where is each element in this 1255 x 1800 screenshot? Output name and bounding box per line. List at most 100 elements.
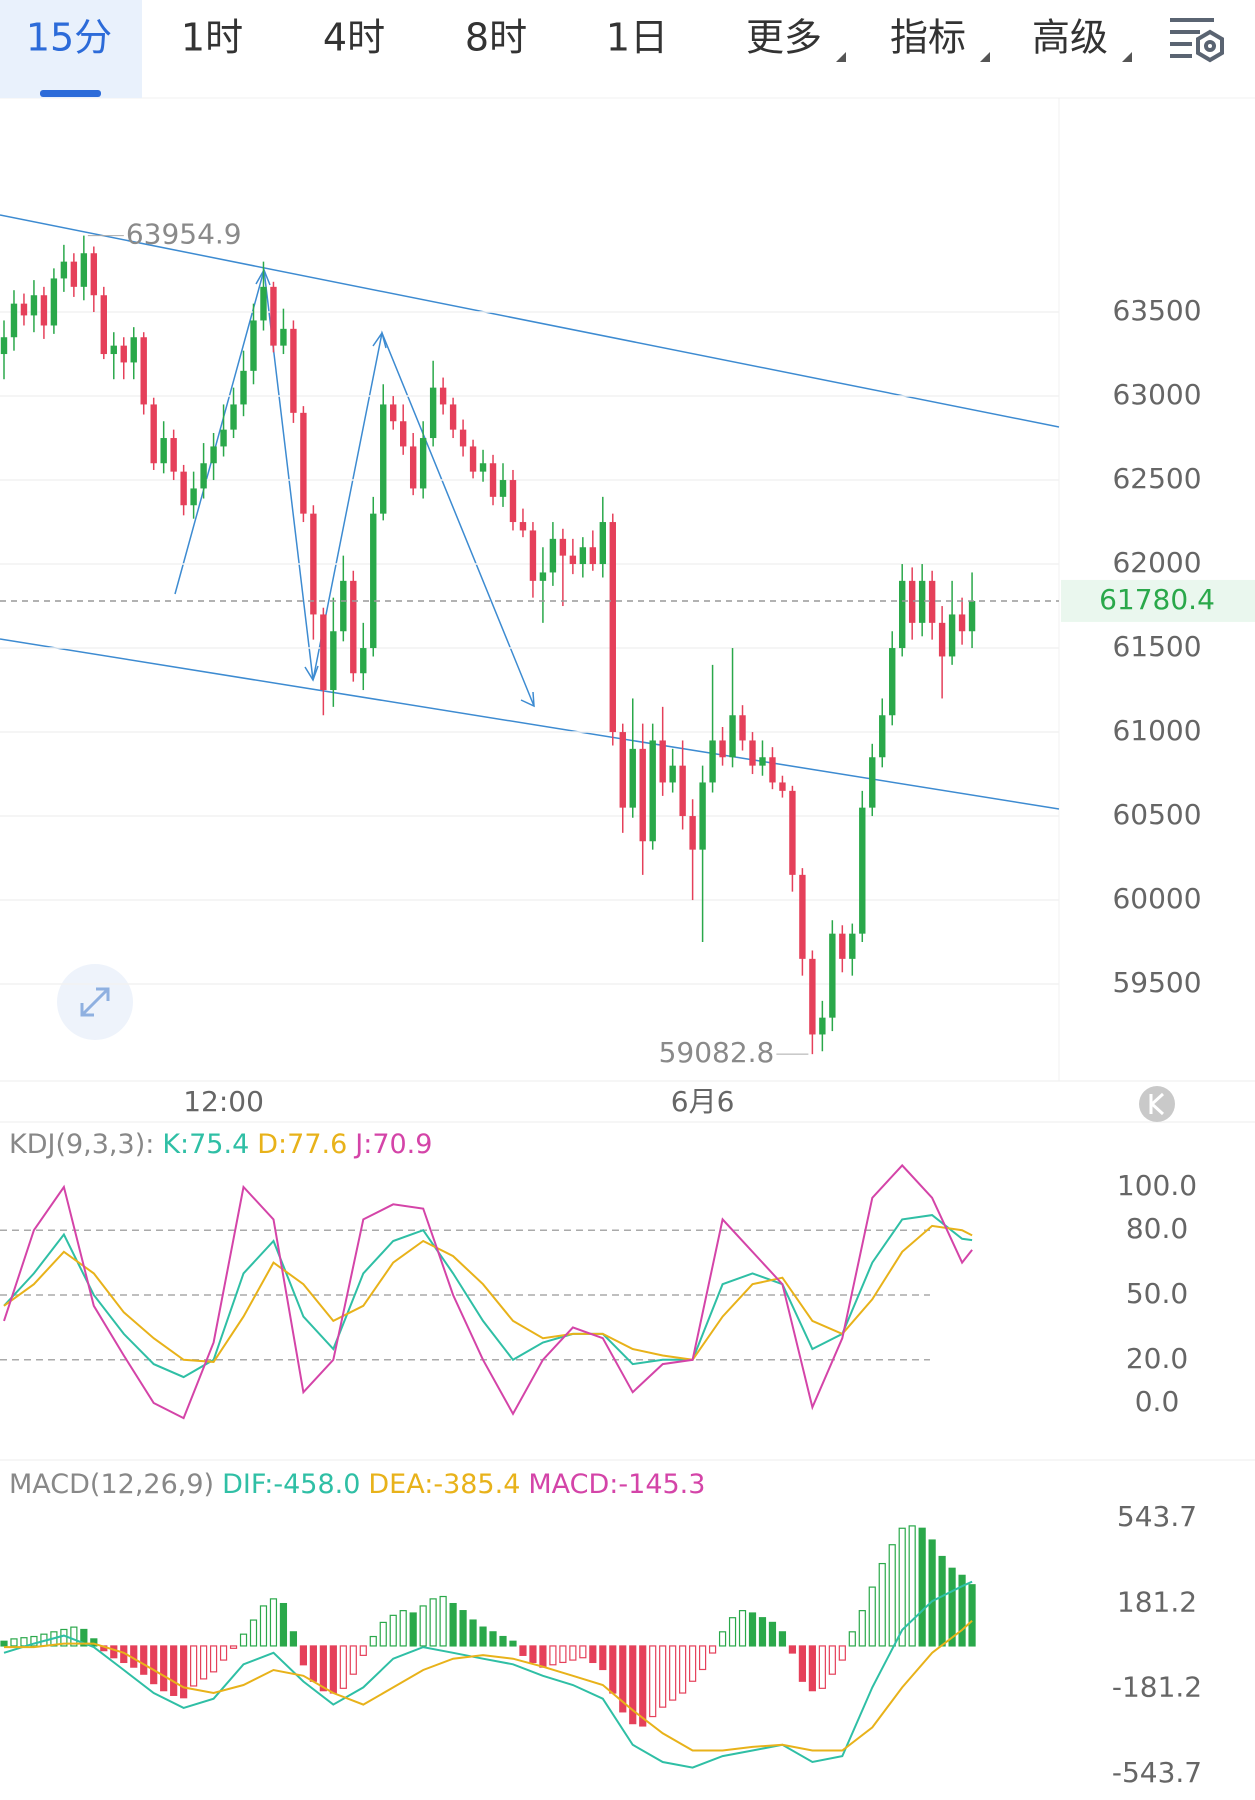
macd-bar [888,1544,896,1647]
macd-bar [519,1645,527,1656]
tab[interactable]: 1日 [606,16,668,60]
tab[interactable]: 15分 [0,0,142,98]
macd-bar [758,1617,767,1647]
candle-body [10,303,18,338]
tab-label: 1日 [606,16,668,60]
settings-button[interactable] [1170,18,1224,63]
candle-body [100,295,107,355]
macd-bar [898,1527,906,1647]
macd-bar [239,1633,248,1647]
macd-bar [489,1631,497,1647]
y-tick-label: 20.0 [1126,1342,1188,1375]
macd-bar [419,1605,427,1647]
candle-body [380,404,387,514]
macd-bar [140,1645,148,1675]
tab[interactable]: 高级 [1032,16,1132,63]
candle-body [290,328,297,413]
candle-body [150,404,157,464]
y-tick-label: 61500 [1112,630,1201,663]
k-glyph [1149,1092,1165,1116]
macd-bar [728,1617,737,1647]
candle-body [340,580,347,632]
k-button[interactable] [1139,1086,1175,1122]
dropdown-caret [980,52,990,62]
macd-bar [409,1612,417,1647]
candle-body [519,522,527,531]
candle-body [749,740,756,766]
x-tick-label: 12:00 [183,1085,264,1118]
y-tick-label: 62500 [1112,462,1201,495]
k-bg[interactable] [1139,1086,1175,1122]
macd-bar [289,1631,298,1647]
candle-body [599,522,606,565]
y-tick-label: 100.0 [1117,1169,1197,1202]
macd-bar [479,1626,487,1647]
candle-body [250,320,257,371]
candle-body [80,253,88,287]
macd-bar [559,1645,567,1664]
candle-body [260,286,267,321]
macd-bar [200,1645,208,1680]
macd-bar [329,1645,337,1694]
candle-body [669,765,676,783]
candle-body [859,807,866,934]
macd-bar [359,1645,367,1656]
macd-bar [0,1640,8,1647]
tab[interactable]: 指标 [890,16,990,63]
indicator-line [3,1224,973,1363]
candle-body [809,958,816,1035]
macd-bar [928,1539,936,1647]
tab[interactable]: 8时 [465,16,527,60]
candle-body [300,412,307,514]
tab[interactable]: 更多 [746,16,846,63]
tab[interactable]: 4时 [323,16,385,60]
candle-body [0,337,8,355]
indicator-title: KDJ(9,3,3): [9,1129,154,1160]
tab-label: 指标 [890,16,966,60]
macd-bar [170,1645,178,1696]
macd-bar [70,1626,78,1647]
candle-body [160,438,167,464]
candle-body [579,547,587,565]
macd-bar [379,1621,387,1647]
macd-bar [738,1610,747,1647]
candle-body [948,614,956,657]
candle-body [70,261,78,287]
candle-body [130,337,137,363]
candle-body [709,740,716,783]
macd-bar [319,1645,327,1692]
candle-body [779,782,786,791]
drawings [0,214,1060,810]
y-tick-label: 62000 [1112,546,1201,579]
high-label: 63954.9 [126,218,242,251]
macd-bar [778,1631,787,1647]
candle-body [938,622,946,657]
icon-dot [1204,40,1216,52]
macd-bar [948,1567,956,1647]
candle-body [589,547,597,565]
indicator-line [4,1620,973,1752]
macd-bar [748,1612,757,1647]
candle-body [409,446,417,489]
y-tick-label: 59500 [1112,966,1201,999]
macd-bar [718,1631,727,1647]
candle-body [659,740,666,783]
tab-label: 8时 [465,16,527,60]
candle-body [559,538,567,556]
macd-bar [878,1562,886,1647]
macd-bar [708,1645,717,1654]
candle-body [769,757,776,783]
tab[interactable]: 1时 [181,16,243,60]
candle-body [789,790,796,875]
tab-label: 高级 [1032,16,1108,60]
expand-glyph [80,987,110,1017]
candle-body [419,438,427,489]
candle-body [400,421,407,447]
candle-body [629,748,636,808]
macd-bar [439,1595,447,1647]
expand-button[interactable] [57,964,133,1040]
y-tick-label: 0.0 [1135,1385,1180,1418]
candle-body [729,715,736,758]
candle-body [849,933,856,959]
candle-body [679,765,686,817]
